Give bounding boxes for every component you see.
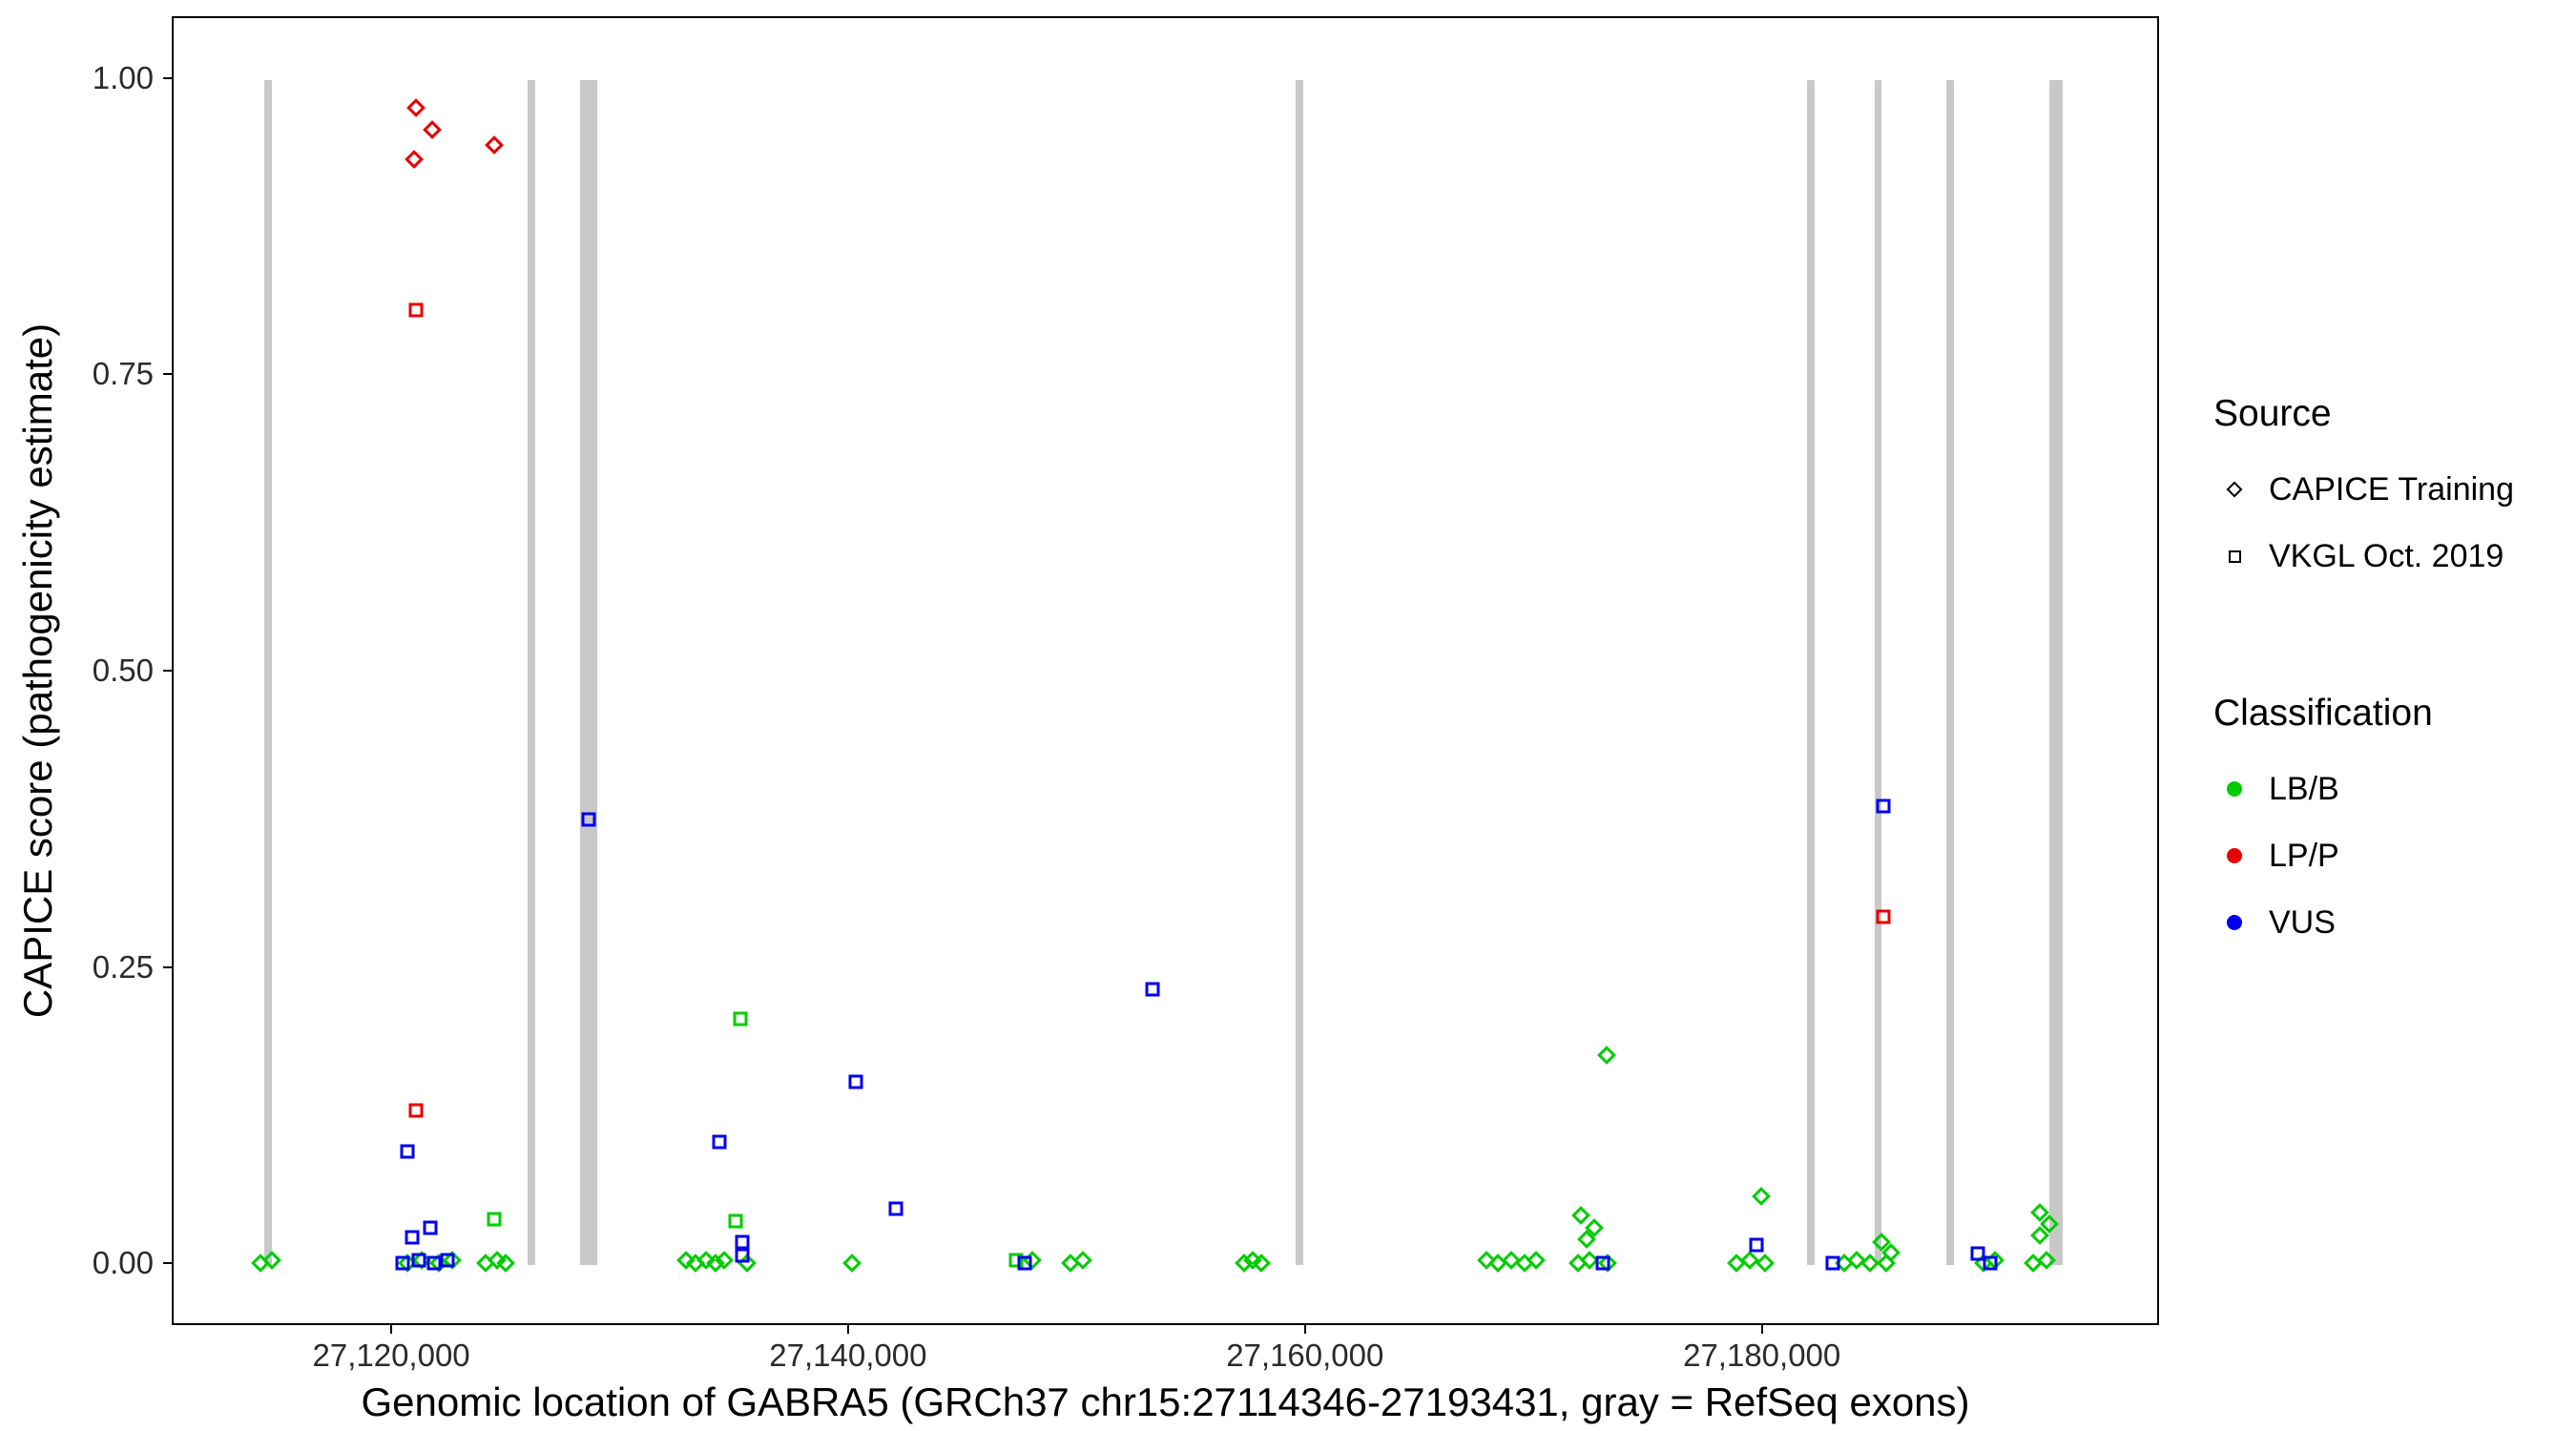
- x-axis-tick-label: 27,140,000: [769, 1338, 927, 1373]
- legend-classification-item-label: LB/B: [2269, 770, 2339, 807]
- data-point-square: [1970, 1246, 1985, 1261]
- data-point-diamond: [484, 135, 504, 155]
- x-axis-tick: [846, 1325, 849, 1334]
- color-dot-icon: [2213, 915, 2255, 930]
- data-point-diamond: [422, 119, 442, 139]
- refseq-exon-bar: [1874, 79, 1882, 1266]
- refseq-exon-bar: [1807, 79, 1816, 1266]
- data-point-square: [1595, 1255, 1610, 1271]
- data-point-square: [1876, 798, 1891, 814]
- y-axis-tick: [163, 373, 172, 376]
- data-point-square: [848, 1074, 863, 1089]
- legend-source-item-label: VKGL Oct. 2019: [2269, 537, 2504, 574]
- data-point-square: [1749, 1237, 1764, 1253]
- data-point-square: [712, 1134, 727, 1150]
- data-point-diamond: [1072, 1251, 1092, 1271]
- legend-classification-group: Classification LB/B LP/P VUS: [2213, 693, 2566, 956]
- data-point-square: [1825, 1255, 1840, 1271]
- data-point-square: [405, 1230, 420, 1245]
- data-point-square: [440, 1253, 455, 1268]
- data-point-square: [423, 1220, 438, 1235]
- x-axis-tick-label: 27,120,000: [312, 1338, 470, 1373]
- data-point-square: [888, 1201, 904, 1216]
- refseq-exon-bar: [579, 79, 597, 1266]
- refseq-exon-bar: [263, 79, 272, 1266]
- data-point-square: [411, 1253, 426, 1268]
- x-axis-tick-label: 27,160,000: [1226, 1338, 1384, 1373]
- legend-classification-items: LB/B LP/P VUS: [2213, 756, 2566, 956]
- data-point-square: [728, 1213, 743, 1229]
- legend-source-group: Source CAPICE Training VKGL Oct. 2019: [2213, 393, 2566, 590]
- y-axis-tick-label: 0.25: [92, 948, 154, 985]
- x-axis-tick: [1760, 1325, 1763, 1334]
- data-point-diamond: [1571, 1206, 1591, 1226]
- y-axis-tick: [163, 670, 172, 672]
- legend-source-items: CAPICE Training VKGL Oct. 2019: [2213, 456, 2566, 590]
- legend-classification-title: Classification: [2213, 693, 2433, 734]
- color-dot-glyph: [2227, 848, 2242, 863]
- data-point-square: [1983, 1255, 1997, 1271]
- y-axis-tick: [163, 1262, 172, 1265]
- y-axis-tick-label: 1.00: [92, 59, 154, 95]
- data-point-square: [408, 1103, 423, 1118]
- data-point-diamond: [1596, 1046, 1616, 1066]
- legend-classification-item-label: LP/P: [2269, 837, 2339, 874]
- x-axis-title: Genomic location of GABRA5 (GRCh37 chr15…: [361, 1379, 1970, 1424]
- refseq-exon-bar: [528, 79, 535, 1266]
- legend-classification-item: VUS: [2213, 889, 2566, 956]
- data-point-square: [733, 1011, 748, 1027]
- data-point-square: [400, 1144, 415, 1159]
- legend-classification-item-label: VUS: [2269, 903, 2336, 941]
- data-point-square: [1145, 982, 1160, 997]
- square-glyph: [2228, 550, 2241, 563]
- color-dot-icon: [2213, 781, 2255, 797]
- data-point-diamond: [404, 149, 424, 169]
- diamond-marker-icon: [2213, 481, 2255, 498]
- data-point-square: [735, 1248, 750, 1263]
- x-axis-tick: [390, 1325, 393, 1334]
- legend-classification-item: LP/P: [2213, 822, 2566, 889]
- y-axis-tick: [163, 965, 172, 968]
- refseq-exon-bar: [1945, 79, 1954, 1266]
- data-point-square: [1008, 1253, 1024, 1268]
- data-point-square: [426, 1255, 442, 1271]
- data-point-diamond: [842, 1253, 862, 1273]
- diamond-glyph: [2226, 481, 2243, 498]
- legend-classification-item: LB/B: [2213, 756, 2566, 822]
- data-point-square: [395, 1255, 409, 1271]
- data-point-square: [1876, 909, 1891, 924]
- data-point-square: [1017, 1255, 1031, 1271]
- legend-source-item-label: CAPICE Training: [2269, 470, 2514, 508]
- data-point-diamond: [1752, 1187, 1771, 1207]
- legend: Source CAPICE Training VKGL Oct. 2019 Cla…: [2213, 393, 2566, 956]
- data-point-square: [408, 302, 423, 318]
- legend-source-item: VKGL Oct. 2019: [2213, 523, 2566, 590]
- y-axis-tick: [163, 76, 172, 79]
- y-axis-tick-label: 0.75: [92, 356, 154, 392]
- color-dot-glyph: [2227, 915, 2242, 930]
- data-point-square: [487, 1212, 502, 1227]
- plot-panel: [172, 16, 2159, 1325]
- y-axis-tick-label: 0.50: [92, 653, 154, 688]
- refseq-exon-bar: [1295, 79, 1303, 1266]
- data-point-square: [735, 1234, 750, 1249]
- legend-source-item: CAPICE Training: [2213, 456, 2566, 523]
- x-axis-tick-label: 27,180,000: [1683, 1338, 1841, 1373]
- y-axis-tick-label: 0.00: [92, 1245, 154, 1281]
- x-axis-tick: [1303, 1325, 1306, 1334]
- color-dot-icon: [2213, 848, 2255, 863]
- data-point-diamond: [405, 98, 426, 118]
- refseq-exon-bar: [2049, 79, 2064, 1266]
- legend-source-title: Source: [2213, 393, 2332, 434]
- square-marker-icon: [2213, 550, 2255, 563]
- data-point-square: [581, 812, 596, 827]
- data-point-diamond: [1755, 1253, 1775, 1273]
- color-dot-glyph: [2227, 781, 2242, 797]
